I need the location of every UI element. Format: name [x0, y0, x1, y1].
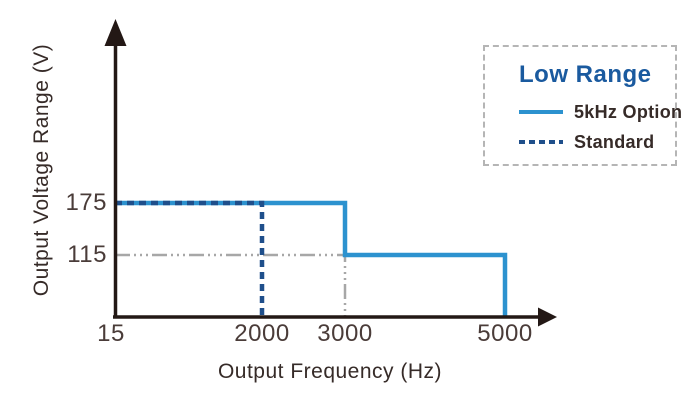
x-axis-arrowhead-icon — [538, 307, 557, 327]
legend-title: Low Range — [519, 61, 652, 88]
x-axis-title: Output Frequency (Hz) — [217, 360, 443, 383]
x-tick-label-2000: 2000 — [234, 320, 290, 347]
solid-line-swatch-icon — [519, 110, 563, 114]
legend-item-label: Standard — [574, 131, 655, 152]
legend-item-standard: Standard — [519, 130, 654, 154]
legend: Low Range 5kHz Option Standard — [483, 45, 682, 166]
chart-line — [115, 200, 265, 317]
x-tick-label-15: 15 — [97, 320, 125, 347]
legend-item-5khz-option: 5kHz Option — [519, 100, 682, 124]
y-axis-arrowhead-icon — [104, 19, 127, 46]
y-tick-label-175: 175 — [65, 189, 107, 216]
y-tick-label-115: 115 — [67, 241, 107, 268]
y-axis-title: Output Voltage Range (V) — [30, 43, 53, 297]
chart-lines — [115, 200, 508, 317]
legend-item-label: 5kHz Option — [574, 101, 683, 122]
x-tick-label-5000: 5000 — [477, 320, 533, 347]
chart-line — [115, 200, 508, 317]
dashed-line-swatch-icon — [519, 140, 563, 144]
chart-line — [115, 253, 347, 317]
x-tick-label-3000: 3000 — [317, 320, 373, 347]
